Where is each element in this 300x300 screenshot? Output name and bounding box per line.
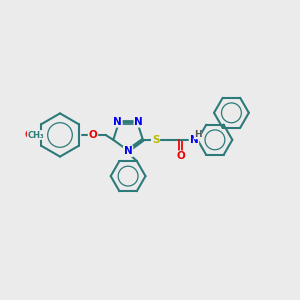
Text: N: N xyxy=(124,146,133,156)
Text: N: N xyxy=(113,117,122,127)
Text: N: N xyxy=(190,135,198,145)
Text: CH₃: CH₃ xyxy=(27,130,44,140)
Text: O: O xyxy=(24,130,33,140)
Text: O: O xyxy=(88,130,98,140)
Text: N: N xyxy=(134,117,143,127)
Text: O: O xyxy=(176,151,185,161)
Text: S: S xyxy=(152,135,159,145)
Text: H: H xyxy=(194,130,202,139)
